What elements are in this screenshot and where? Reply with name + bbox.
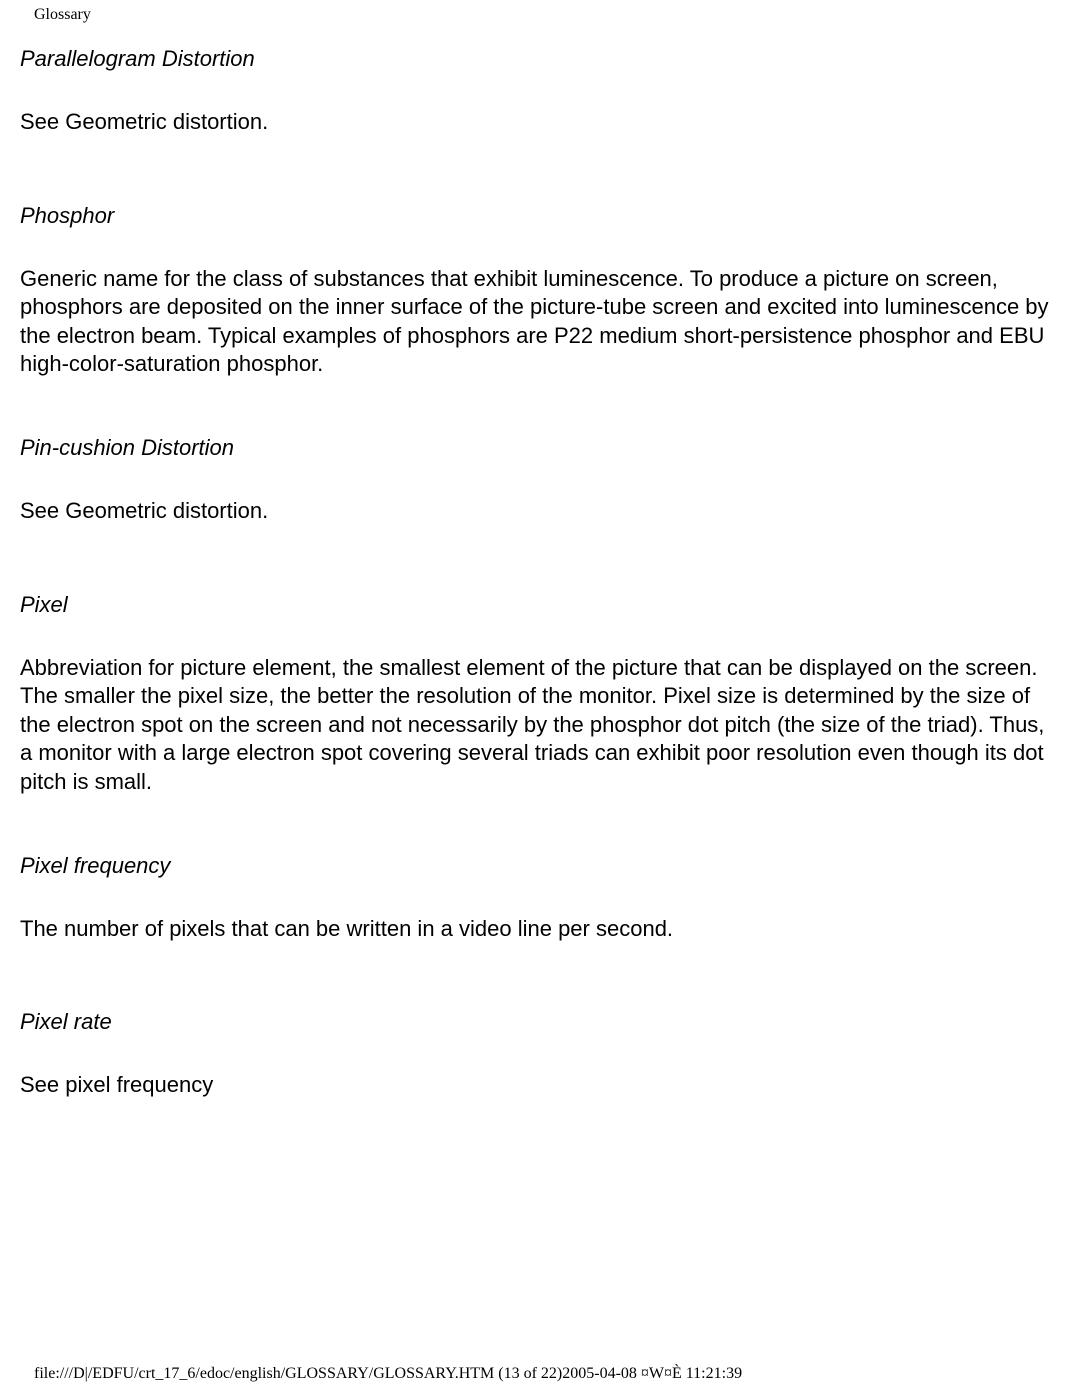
definition-pixel: Abbreviation for picture element, the sm… <box>20 654 1060 797</box>
term-phosphor: Phosphor <box>20 203 1060 229</box>
page-header-label: Glossary <box>20 0 1060 24</box>
definition-pin-cushion-distortion: See Geometric distortion. <box>20 497 1060 526</box>
page-footer-path: file:///D|/EDFU/crt_17_6/edoc/english/GL… <box>34 1365 742 1383</box>
term-pixel: Pixel <box>20 592 1060 618</box>
definition-parallelogram-distortion: See Geometric distortion. <box>20 108 1060 137</box>
term-parallelogram-distortion: Parallelogram Distortion <box>20 46 1060 72</box>
definition-phosphor: Generic name for the class of substances… <box>20 265 1060 379</box>
term-pixel-frequency: Pixel frequency <box>20 853 1060 879</box>
term-pixel-rate: Pixel rate <box>20 1009 1060 1035</box>
glossary-page: Glossary Parallelogram Distortion See Ge… <box>0 0 1080 1397</box>
definition-pixel-frequency: The number of pixels that can be written… <box>20 915 1060 944</box>
term-pin-cushion-distortion: Pin-cushion Distortion <box>20 435 1060 461</box>
definition-pixel-rate: See pixel frequency <box>20 1071 1060 1100</box>
